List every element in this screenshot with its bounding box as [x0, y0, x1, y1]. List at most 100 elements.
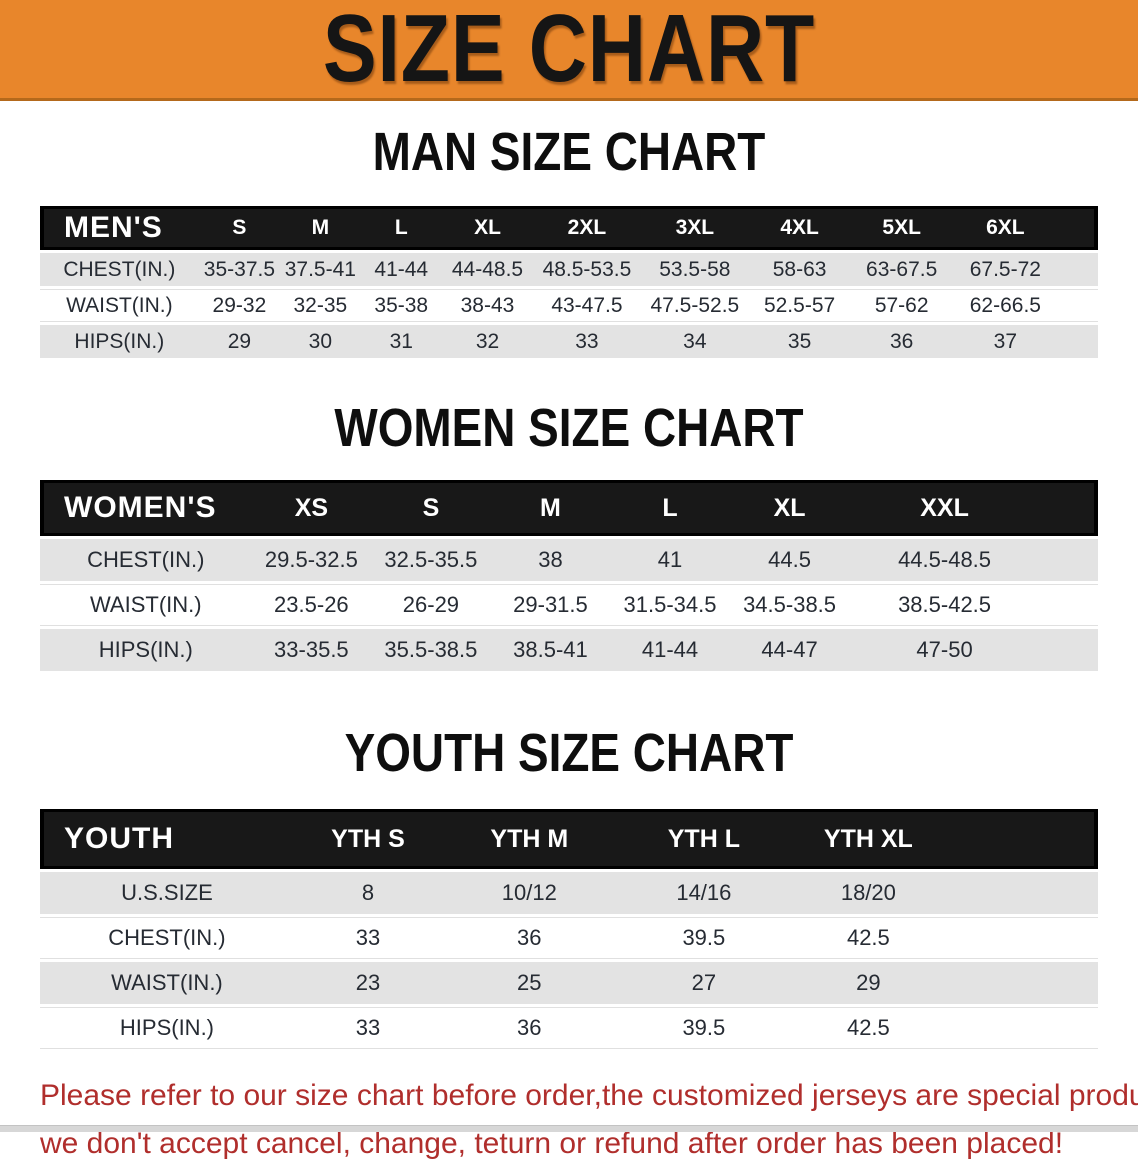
- column-header: 5XL: [850, 206, 953, 250]
- size-cell: 37: [952, 325, 1058, 358]
- footer-note-line1: Please refer to our size chart before or…: [40, 1079, 1138, 1112]
- women-corner-label: WOMEN'S: [40, 480, 252, 536]
- spacer-cell: [945, 962, 1098, 1004]
- youth-header-row: YOUTH YTH S YTH M YTH L YTH XL: [40, 809, 1098, 869]
- spacer-cell: [1057, 325, 1098, 358]
- size-cell: 33: [532, 325, 641, 358]
- spacer-cell: [1057, 206, 1098, 250]
- size-cell: 38.5-41: [490, 629, 611, 671]
- size-cell: 18/20: [791, 872, 946, 914]
- size-cell: 35.5-38.5: [371, 629, 491, 671]
- spacer-cell: [945, 1007, 1098, 1049]
- column-header: XL: [729, 480, 850, 536]
- size-cell: 53.5-58: [640, 253, 749, 286]
- size-cell: 32: [442, 325, 533, 358]
- size-cell: 44.5: [729, 539, 850, 581]
- size-cell: 33: [293, 1007, 443, 1049]
- row-label: WAIST(IN.): [40, 962, 294, 1004]
- size-cell: 42.5: [791, 1007, 946, 1049]
- row-label: HIPS(IN.): [40, 1007, 294, 1049]
- size-cell: 32-35: [280, 289, 361, 322]
- youth-section: YOUTH SIZE CHART YOUTH YTH S YTH M YTH L…: [0, 726, 1138, 1052]
- men-header-row: MEN'S S M L XL 2XL 3XL 4XL 5XL 6XL: [40, 206, 1098, 250]
- spacer-cell: [1039, 584, 1098, 626]
- size-cell: 27: [616, 962, 792, 1004]
- size-cell: 31.5-34.5: [610, 584, 730, 626]
- size-cell: 39.5: [616, 1007, 792, 1049]
- column-header: 3XL: [640, 206, 749, 250]
- size-cell: 29-31.5: [490, 584, 611, 626]
- size-cell: 39.5: [616, 917, 792, 959]
- size-chart-banner: SIZE CHART: [0, 0, 1138, 101]
- column-header: YTH M: [442, 809, 617, 869]
- size-cell: 47.5-52.5: [640, 289, 749, 322]
- size-cell: 38.5-42.5: [849, 584, 1040, 626]
- size-cell: 33-35.5: [251, 629, 372, 671]
- size-cell: 23: [293, 962, 443, 1004]
- size-cell: 33: [293, 917, 443, 959]
- column-header: S: [371, 480, 491, 536]
- row-label: HIPS(IN.): [40, 325, 199, 358]
- youth-section-title-text: YOUTH SIZE CHART: [344, 723, 794, 783]
- size-cell: 52.5-57: [748, 289, 851, 322]
- size-cell: 41: [610, 539, 730, 581]
- men-section: MAN SIZE CHART MEN'S S M L XL 2XL 3XL 4X…: [0, 125, 1138, 361]
- size-cell: 48.5-53.5: [532, 253, 641, 286]
- bottom-strip: [0, 1125, 1138, 1132]
- size-cell: 26-29: [371, 584, 491, 626]
- size-cell: 44-48.5: [442, 253, 533, 286]
- size-cell: 47-50: [849, 629, 1040, 671]
- row-label: U.S.SIZE: [40, 872, 294, 914]
- women-chest-row: CHEST(IN.) 29.5-32.5 32.5-35.5 38 41 44.…: [40, 539, 1098, 581]
- youth-corner-label: YOUTH: [40, 809, 294, 869]
- size-cell: 10/12: [442, 872, 617, 914]
- column-header: YTH S: [293, 809, 443, 869]
- size-cell: 23.5-26: [251, 584, 372, 626]
- size-cell: 63-67.5: [850, 253, 953, 286]
- size-cell: 8: [293, 872, 443, 914]
- spacer-cell: [945, 872, 1098, 914]
- size-cell: 29-32: [198, 289, 281, 322]
- size-cell: 38: [490, 539, 611, 581]
- column-header: YTH XL: [791, 809, 946, 869]
- men-section-title: MAN SIZE CHART: [0, 125, 1138, 179]
- footer-note: Please refer to our size chart before or…: [40, 1072, 1138, 1168]
- column-header: L: [360, 206, 442, 250]
- size-cell: 44-47: [729, 629, 850, 671]
- youth-ussize-row: U.S.SIZE 8 10/12 14/16 18/20: [40, 872, 1098, 914]
- column-header: XL: [442, 206, 533, 250]
- men-section-title-text: MAN SIZE CHART: [372, 122, 766, 182]
- row-label: CHEST(IN.): [40, 917, 294, 959]
- women-header-row: WOMEN'S XS S M L XL XXL: [40, 480, 1098, 536]
- size-cell: 29: [791, 962, 946, 1004]
- size-cell: 62-66.5: [952, 289, 1058, 322]
- size-cell: 41-44: [360, 253, 442, 286]
- spacer-cell: [1057, 289, 1098, 322]
- size-cell: 35-37.5: [198, 253, 281, 286]
- size-cell: 29.5-32.5: [251, 539, 372, 581]
- size-cell: 35: [748, 325, 851, 358]
- size-cell: 32.5-35.5: [371, 539, 491, 581]
- size-cell: 34.5-38.5: [729, 584, 850, 626]
- size-cell: 43-47.5: [532, 289, 641, 322]
- women-waist-row: WAIST(IN.) 23.5-26 26-29 29-31.5 31.5-34…: [40, 584, 1098, 626]
- women-section: WOMEN SIZE CHART WOMEN'S XS S M L XL XXL…: [0, 401, 1138, 674]
- spacer-cell: [945, 917, 1098, 959]
- size-cell: 31: [360, 325, 442, 358]
- youth-size-table: YOUTH YTH S YTH M YTH L YTH XL U.S.SIZE …: [40, 806, 1098, 1052]
- youth-hips-row: HIPS(IN.) 33 36 39.5 42.5: [40, 1007, 1098, 1049]
- spacer-cell: [945, 809, 1098, 869]
- size-cell: 58-63: [748, 253, 851, 286]
- size-cell: 57-62: [850, 289, 953, 322]
- size-cell: 25: [442, 962, 617, 1004]
- row-label: CHEST(IN.): [40, 539, 252, 581]
- women-size-table: WOMEN'S XS S M L XL XXL CHEST(IN.) 29.5-…: [40, 477, 1098, 674]
- column-header: S: [198, 206, 281, 250]
- men-chest-row: CHEST(IN.) 35-37.5 37.5-41 41-44 44-48.5…: [40, 253, 1098, 286]
- size-cell: 14/16: [616, 872, 792, 914]
- size-cell: 30: [280, 325, 361, 358]
- size-cell: 41-44: [610, 629, 730, 671]
- youth-chest-row: CHEST(IN.) 33 36 39.5 42.5: [40, 917, 1098, 959]
- women-hips-row: HIPS(IN.) 33-35.5 35.5-38.5 38.5-41 41-4…: [40, 629, 1098, 671]
- row-label: CHEST(IN.): [40, 253, 199, 286]
